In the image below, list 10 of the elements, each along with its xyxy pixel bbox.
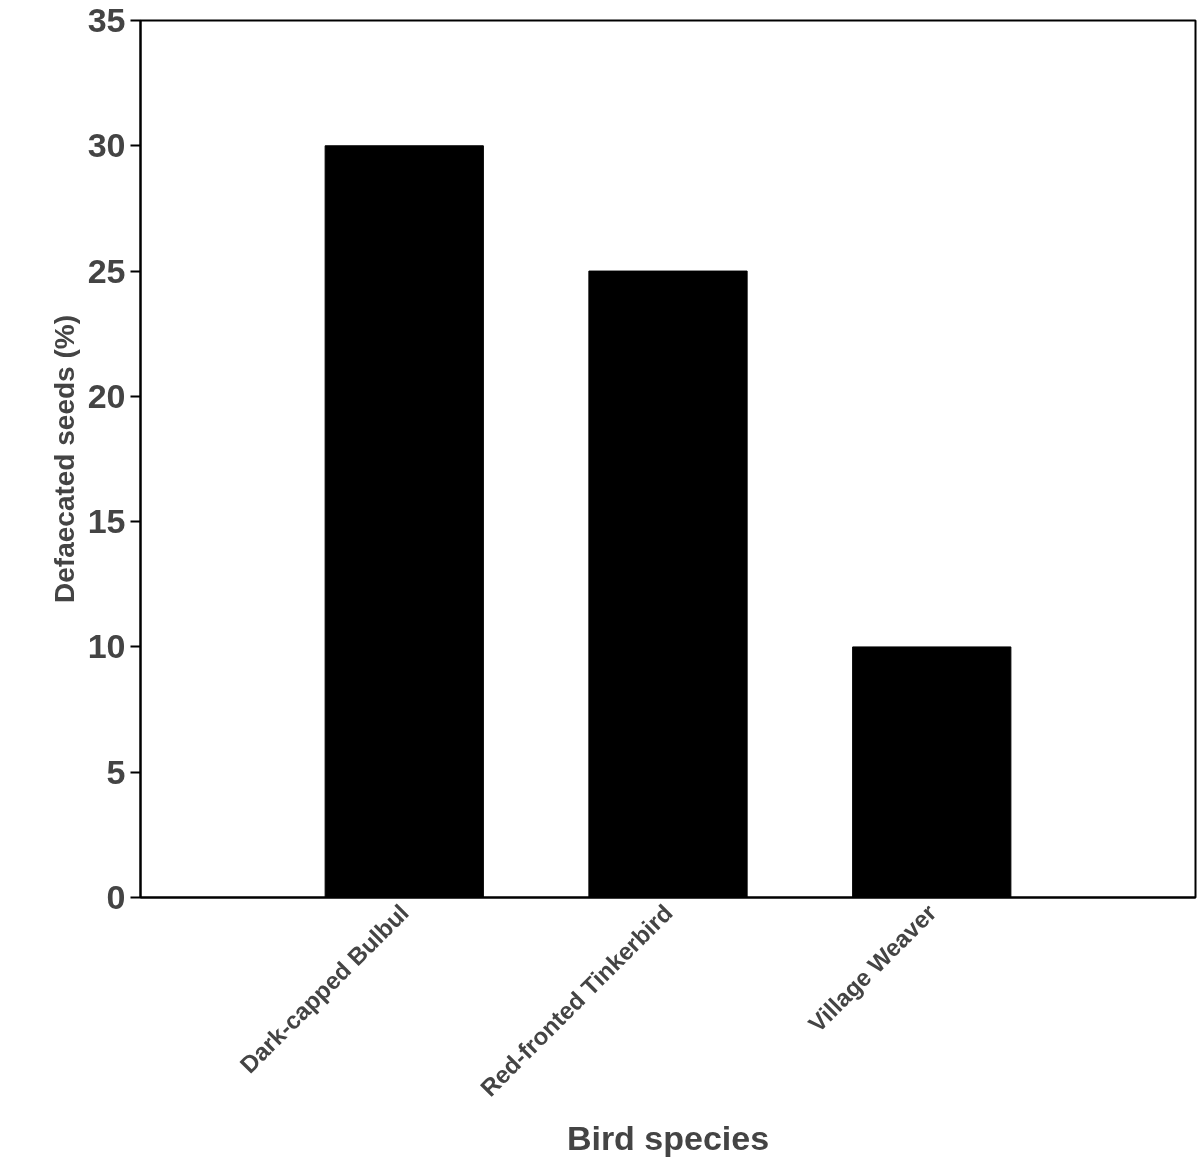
y-tick-label: 15 — [87, 502, 126, 541]
y-tick-label: 25 — [87, 251, 126, 290]
y-tick-label: 35 — [87, 1, 126, 39]
y-tick-label: 0 — [106, 878, 126, 916]
y-tick-label: 10 — [87, 627, 126, 666]
y-axis-title: Defaecated seeds (%) — [48, 315, 80, 603]
y-tick-label: 20 — [87, 376, 126, 415]
x-axis-title: Bird species — [566, 1119, 770, 1158]
y-tick-label: 5 — [106, 752, 126, 791]
y-tick-label: 30 — [87, 126, 126, 165]
